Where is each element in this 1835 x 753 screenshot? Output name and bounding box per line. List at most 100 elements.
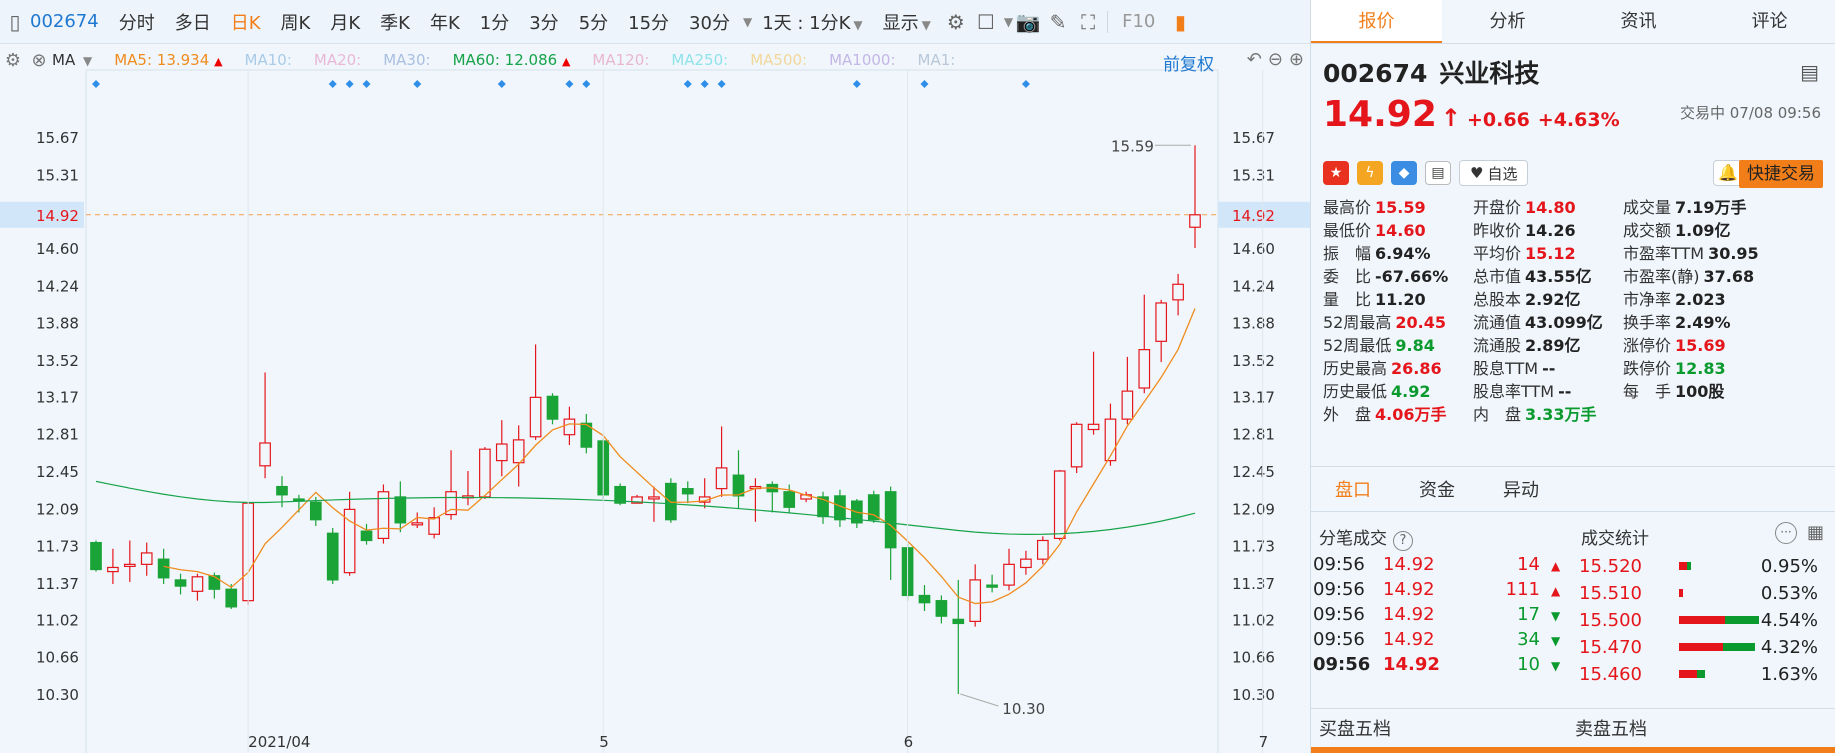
quote-stat-value: -- (1542, 359, 1556, 378)
help-icon[interactable]: ? (1393, 531, 1413, 551)
quote-stat-value: 3.33万手 (1525, 405, 1597, 424)
sidebar-toggle-icon[interactable]: ▯ (9, 9, 21, 34)
tab-comments[interactable]: 评论 (1751, 11, 1788, 32)
fullscreen-icon[interactable]: ⛶ (1081, 9, 1096, 34)
trade-price: 14.92 (1383, 654, 1440, 675)
pencil-icon[interactable]: ✎ (1049, 9, 1067, 34)
ma-selector[interactable]: MA ▼ (52, 51, 93, 69)
volume-stat-row: 15.470 4.32% (1579, 635, 1835, 661)
low-annotation-line (960, 693, 999, 707)
tag-icon[interactable]: ◆ (1391, 161, 1417, 185)
quote-stat-label: 委 比 (1323, 267, 1372, 286)
up-triangle-icon: ▲ (1551, 584, 1561, 598)
stat-percent: 0.53% (1760, 583, 1818, 604)
quote-stat-value: 37.68 (1703, 267, 1755, 286)
candle-down (614, 485, 626, 504)
quote-stat-value: 14.26 (1525, 221, 1576, 240)
more-periods-chevron-icon[interactable]: ▼ (742, 14, 753, 29)
trade-time: 09:56 (1313, 629, 1365, 650)
candle-up (259, 442, 271, 467)
more-options-icon[interactable]: ··· (1775, 522, 1797, 544)
price-tag-left (0, 201, 84, 228)
subtab-orderbook[interactable]: 盘口 (1335, 480, 1371, 501)
period-5min[interactable]: 5分 (578, 12, 609, 34)
event-diamond-icon (345, 80, 354, 88)
sell-five-levels[interactable]: 卖盘五档 (1575, 719, 1647, 740)
candle-down (360, 530, 373, 542)
y-tick-label-right: 11.02 (1232, 611, 1275, 629)
candle-up (1121, 390, 1134, 420)
period-daily-k[interactable]: 日K (230, 12, 261, 34)
period-select[interactable]: 1天 : 1分K ▼ (762, 12, 863, 34)
quote-stat-value: 15.59 (1375, 198, 1426, 217)
y-tick-label-left: 14.24 (36, 277, 79, 295)
chevron-down-icon[interactable]: ▼ (1003, 14, 1014, 29)
quote-stat: 52周最低 9.84 (1323, 332, 1435, 359)
period-yearly-k[interactable]: 年K (429, 12, 460, 34)
subtab-fund-flow[interactable]: 资金 (1419, 480, 1455, 501)
stock-title: 002674 兴业科技 (1323, 54, 1823, 90)
ma1000-label: MA1000: (829, 51, 896, 69)
kline-chart[interactable]: 15.67 15.67 15.31 15.31 14.92 14.92 14.60 14.60… (0, 44, 1310, 753)
panel-toggle-icon[interactable]: ▮ (1174, 9, 1186, 34)
quick-trade-button[interactable]: 快捷交易 (1739, 160, 1823, 188)
volume-stat-row: 15.460 1.63% (1579, 662, 1835, 688)
period-weekly-k[interactable]: 周K (280, 12, 311, 34)
buy-five-levels[interactable]: 买盘五档 (1319, 719, 1391, 740)
period-monthly-k[interactable]: 月K (330, 12, 361, 34)
period-3min[interactable]: 3分 (529, 12, 559, 34)
grid-view-icon[interactable]: ▦ (1807, 522, 1825, 543)
f10-button[interactable]: F10 (1122, 11, 1156, 32)
stock-code[interactable]: 002674 (30, 11, 99, 32)
zoom-in-icon[interactable]: ⊕ (1288, 49, 1304, 70)
y-tick-label-left: 15.67 (36, 129, 79, 147)
china-flag-icon[interactable]: ★ (1323, 161, 1349, 185)
notes-icon[interactable]: ▤ (1425, 161, 1451, 185)
y-tick-label-left: 15.31 (36, 166, 79, 184)
period-30min[interactable]: 30分 (689, 12, 730, 34)
candle-up (648, 496, 660, 500)
frame-select-icon[interactable]: ☐ (976, 9, 995, 34)
quote-stat: 市盈率TTM 30.95 (1623, 240, 1759, 267)
chevron-down-icon: ▼ (921, 17, 931, 32)
trades-header: 分笔成交? 成交统计 ··· ▦ (1311, 518, 1835, 552)
period-quarterly-k[interactable]: 季K (380, 12, 410, 34)
period-15min[interactable]: 15分 (628, 12, 670, 34)
lightning-icon[interactable]: ϟ (1357, 161, 1383, 185)
quote-stat-value: 2.92亿 (1525, 290, 1581, 309)
camera-icon[interactable]: 📷 (1015, 9, 1041, 34)
add-watchlist-button[interactable]: ♥ 自选 (1459, 160, 1529, 186)
ma-settings-gear-icon[interactable]: ⚙ (4, 49, 22, 71)
panel-tabs: 报价 分析 资讯 评论 (1311, 0, 1835, 44)
quote-stat: 历史最高 26.86 (1323, 355, 1442, 382)
kline-svg[interactable]: 15.67 15.67 15.31 15.31 14.92 14.92 14.60 14.60… (0, 44, 1310, 753)
zoom-out-icon[interactable]: ⊖ (1267, 49, 1283, 70)
stat-price: 15.460 (1579, 664, 1642, 685)
alert-bell-icon[interactable]: 🔔 (1713, 160, 1743, 186)
panel-menu-icon[interactable]: ▤ (1800, 60, 1819, 84)
period-multiday[interactable]: 多日 (174, 12, 211, 34)
quote-stat: 每 手 100股 (1623, 378, 1724, 405)
candle-up (1070, 423, 1083, 468)
candle-up (191, 576, 204, 592)
settings-gear-icon[interactable]: ⚙ (946, 9, 965, 34)
quote-stat: 外 盘 4.06万手 (1323, 401, 1447, 428)
quote-stat: 流通股 2.89亿 (1473, 332, 1581, 359)
display-menu[interactable]: 显示 ▼ (882, 12, 931, 34)
period-intraday[interactable]: 分时 (118, 12, 155, 34)
subtab-anomaly[interactable]: 异动 (1503, 480, 1539, 501)
trade-time: 09:56 (1313, 554, 1365, 575)
tab-news[interactable]: 资讯 (1620, 11, 1657, 32)
ma-close-icon[interactable]: ⊗ (31, 49, 47, 71)
tab-analysis[interactable]: 分析 (1489, 11, 1526, 32)
quote-stat-label: 平均价 (1473, 244, 1522, 263)
period-1min[interactable]: 1分 (479, 12, 510, 34)
quote-stat-value: 2.89亿 (1525, 336, 1581, 355)
y-tick-label-right: 12.45 (1232, 463, 1275, 481)
undo-icon[interactable]: ↶ (1246, 49, 1262, 70)
adjust-price-toggle[interactable]: 前复权 (1163, 55, 1214, 75)
stock-code-label: 002674 (1323, 59, 1428, 88)
y-tick-label-left: 11.37 (36, 575, 79, 593)
tab-quote[interactable]: 报价 (1311, 0, 1442, 43)
